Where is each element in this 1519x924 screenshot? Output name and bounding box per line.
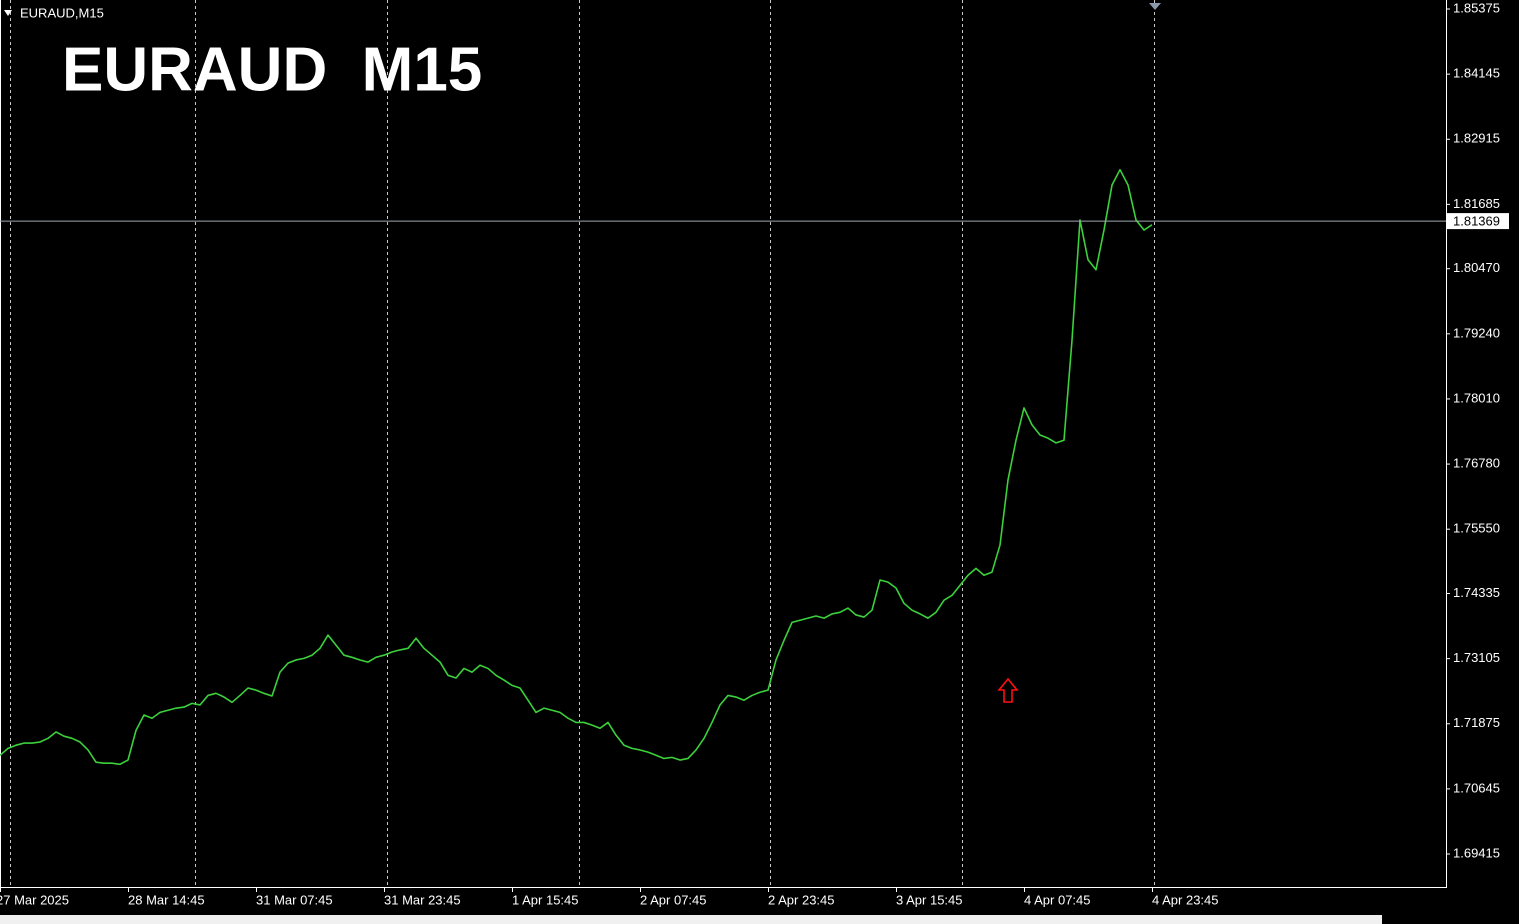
y-tick-label: 1.74335 [1453,585,1500,600]
x-tick-label: 2 Apr 23:45 [768,892,835,907]
y-tick-label: 1.73105 [1453,650,1500,665]
buy-arrow [997,677,1019,703]
x-tick-label: 1 Apr 15:45 [512,892,579,907]
menu-arrow[interactable] [4,10,12,16]
y-tick-label: 1.80470 [1453,260,1500,275]
x-tick-label: 31 Mar 23:45 [384,892,461,907]
x-tick-label: 4 Apr 23:45 [1152,892,1219,907]
y-tick-label: 1.78010 [1453,390,1500,405]
y-tick-label: 1.84145 [1453,66,1500,81]
current-price-label: 1.81369 [1453,214,1500,229]
x-tick-label: 2 Apr 07:45 [640,892,707,907]
y-tick-label: 1.70645 [1453,780,1500,795]
y-tick-label: 1.82915 [1453,131,1500,146]
x-tick-label: 4 Apr 07:45 [1024,892,1091,907]
price-line [0,168,1153,766]
y-tick-label: 1.75550 [1453,521,1500,536]
x-tick-label: 31 Mar 07:45 [256,892,333,907]
y-tick-label: 1.69415 [1453,845,1500,860]
x-tick-label: 28 Mar 14:45 [128,892,205,907]
y-tick-label: 1.85375 [1453,0,1500,15]
time-grid [10,0,1155,887]
chart-title: EURAUD M15 [62,35,482,104]
shift-marker[interactable] [1149,3,1161,10]
y-tick-label: 1.79240 [1453,325,1500,340]
scrollbar[interactable] [0,915,1382,924]
x-tick-label: 3 Apr 15:45 [896,892,963,907]
y-tick-label: 1.81685 [1453,196,1500,211]
symbol-label: EURAUD,M15 [20,5,104,20]
y-tick-label: 1.76780 [1453,456,1500,471]
x-tick-label: 27 Mar 2025 [0,892,69,907]
current-price-box [1447,213,1509,230]
y-tick-label: 1.71875 [1453,715,1500,730]
